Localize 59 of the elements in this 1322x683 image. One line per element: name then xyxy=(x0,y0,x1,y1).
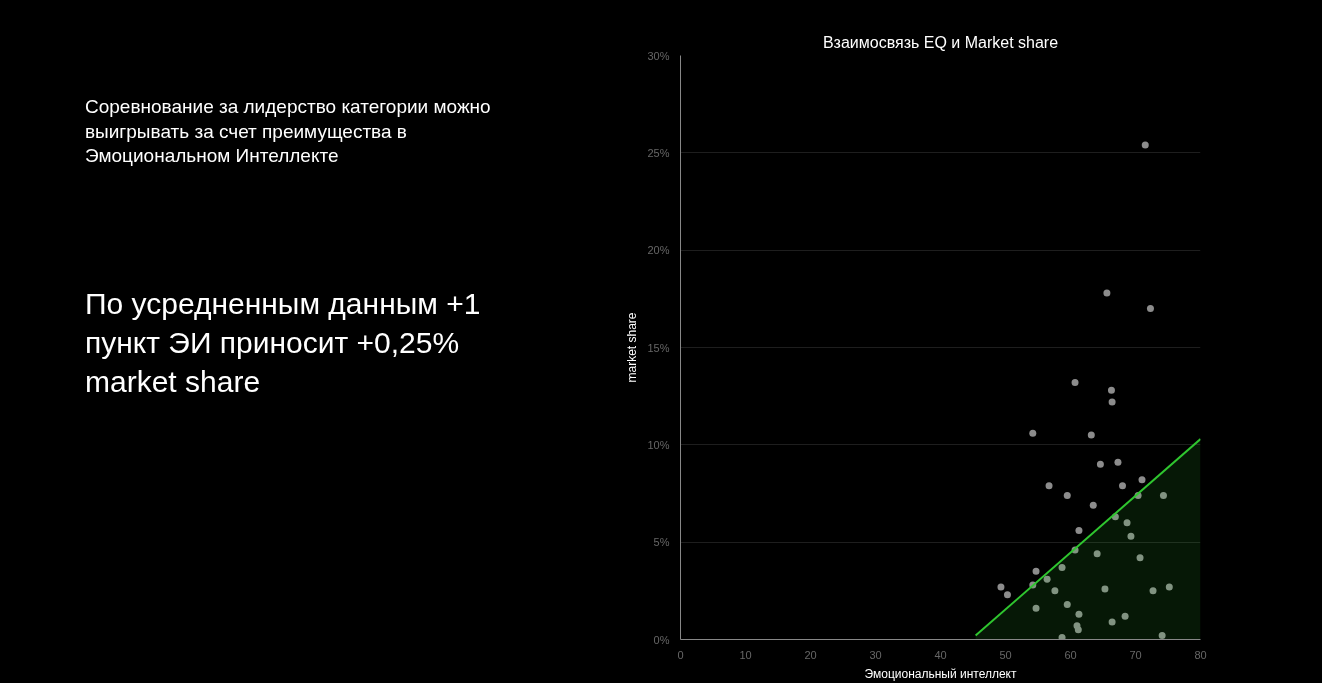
y-tick-label: 0% xyxy=(653,633,670,646)
point xyxy=(1121,612,1129,620)
text: По усредненным данным +1 пункт ЭИ приносит +0,25% market share xyxy=(85,286,482,401)
point xyxy=(1063,600,1071,608)
point xyxy=(1058,563,1066,571)
point xyxy=(1165,583,1173,591)
point xyxy=(1114,458,1122,466)
point xyxy=(1058,634,1066,640)
point xyxy=(997,583,1005,591)
x-tick-label: 60 xyxy=(1064,648,1077,661)
point xyxy=(1103,289,1111,297)
text: Соревнование за лидерство категории можно выигрывать за счет преимущества в Эмоциональном Интеллекте xyxy=(85,95,492,169)
point xyxy=(1075,610,1083,618)
x-tick-label: 70 xyxy=(1129,648,1142,661)
x-tick-label: 20 xyxy=(804,648,817,661)
x-tick-label: 50 xyxy=(999,648,1012,661)
point xyxy=(1146,305,1154,313)
point xyxy=(1108,398,1116,406)
point xyxy=(1136,554,1144,562)
chart-title: Взаимосвязь EQ и Market share xyxy=(822,33,1059,51)
point xyxy=(1096,460,1104,468)
point xyxy=(1003,591,1011,599)
point xyxy=(1149,587,1157,595)
point xyxy=(1107,386,1115,394)
y-axis-title: market share xyxy=(625,312,640,383)
point xyxy=(1029,429,1037,437)
x-tick-label: 80 xyxy=(1194,648,1207,661)
point xyxy=(1032,604,1040,612)
point xyxy=(1093,550,1101,558)
point xyxy=(1108,618,1116,626)
point xyxy=(1075,526,1083,534)
y-tick-label: 10% xyxy=(647,438,670,451)
point xyxy=(1063,491,1071,499)
point xyxy=(1071,379,1079,387)
x-tick-label: 10 xyxy=(739,648,752,661)
x-axis-title: Эмоциональный интеллект xyxy=(864,666,1018,681)
point xyxy=(1032,567,1040,575)
point xyxy=(1074,626,1082,634)
point xyxy=(1158,632,1166,640)
x-tick-label: 0 xyxy=(677,648,684,661)
x-tick-label: 40 xyxy=(934,648,947,661)
x-tick-label: 30 xyxy=(869,648,882,661)
y-tick-label: 5% xyxy=(653,536,670,549)
y-tick-label: 30% xyxy=(647,49,670,62)
point xyxy=(1087,431,1095,439)
point xyxy=(1138,476,1146,484)
point xyxy=(1141,141,1149,149)
point xyxy=(1089,501,1097,509)
point xyxy=(1127,532,1135,540)
point xyxy=(1119,482,1126,490)
point xyxy=(1045,482,1053,490)
point xyxy=(1043,575,1051,583)
point xyxy=(1051,587,1059,595)
point xyxy=(1123,519,1131,527)
point xyxy=(1159,491,1167,499)
point xyxy=(1101,585,1109,593)
y-tick-label: 25% xyxy=(647,146,670,159)
y-tick-label: 15% xyxy=(647,341,670,354)
y-tick-label: 20% xyxy=(647,244,670,257)
